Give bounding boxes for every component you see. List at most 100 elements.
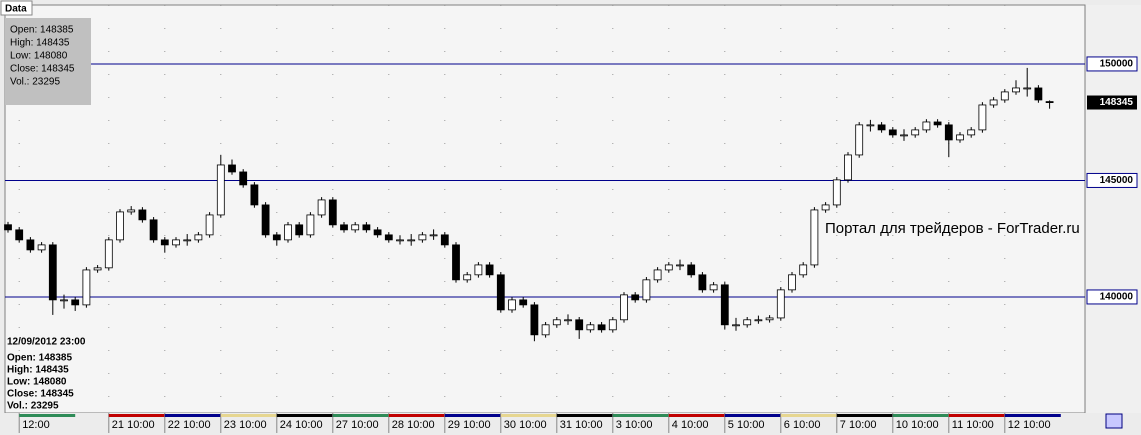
candle-body: [922, 121, 931, 131]
candle-body: [160, 239, 169, 246]
x-tick-label: 6 10:00: [784, 419, 821, 431]
x-tick-label: 5 10:00: [728, 419, 765, 431]
time-strip: [276, 414, 333, 417]
candle-body: [743, 319, 752, 326]
y-tick-label: 140000: [1100, 292, 1134, 303]
bottom-info-line: Vol.: 23295: [7, 401, 59, 412]
candle-body: [754, 319, 763, 322]
candle-body: [463, 274, 472, 281]
candle-body: [508, 299, 516, 311]
candle-body: [900, 134, 908, 137]
candle-body: [732, 324, 740, 327]
candle-body: [239, 171, 248, 186]
x-tick-label: 12:00: [22, 419, 50, 431]
candle-body: [877, 124, 886, 131]
candle-body: [832, 179, 841, 206]
data-tab-label[interactable]: Data: [5, 4, 27, 15]
candle-body: [653, 269, 662, 281]
y-tick-label: 145000: [1100, 175, 1134, 186]
y-tick-box: [1086, 289, 1138, 305]
candle-body: [933, 121, 942, 126]
bottom-info-line: Open: 148385: [7, 353, 72, 364]
candle-body: [608, 319, 617, 331]
candle-body: [586, 324, 595, 331]
candle-body: [116, 211, 124, 241]
y-tick-box: [1086, 172, 1138, 188]
plot-area: [4, 4, 1086, 414]
candle-body: [541, 324, 550, 336]
candle-body: [340, 224, 348, 231]
time-strip: [612, 414, 669, 417]
candle-body: [452, 244, 460, 281]
candle-body: [228, 164, 236, 173]
x-tick-label: 3 10:00: [616, 419, 653, 431]
x-tick-label: 24 10:00: [280, 419, 323, 431]
candle-body: [664, 264, 673, 271]
time-strip: [19, 414, 76, 417]
time-strip: [220, 414, 277, 417]
x-tick-label: 10 10:00: [896, 419, 939, 431]
x-tick-label: 12 10:00: [1008, 419, 1051, 431]
x-tick-label: 27 10:00: [336, 419, 379, 431]
candle-body: [799, 264, 808, 276]
candle-body: [642, 279, 651, 301]
time-strip: [1004, 414, 1061, 417]
candle-body: [1023, 87, 1032, 90]
time-strip: [108, 414, 165, 417]
candle-body: [776, 289, 785, 319]
candle-body: [631, 294, 640, 301]
candle-body: [194, 234, 203, 241]
bottom-info-line: High: 148435: [7, 365, 69, 376]
candle-body: [944, 124, 953, 141]
candle-body: [82, 269, 91, 306]
bottom-info-line: Close: 148345: [7, 389, 74, 400]
candle-body: [396, 239, 404, 242]
candle-body: [216, 164, 225, 216]
time-strip: [556, 414, 613, 417]
candle-body: [575, 319, 584, 331]
candle-body: [4, 224, 12, 231]
candle-body: [676, 264, 684, 267]
time-strip: [388, 414, 445, 417]
bottom-date: 12/09/2012 23:00: [7, 337, 86, 348]
candle-body: [978, 104, 987, 131]
candle-body: [26, 239, 35, 251]
candle-body: [597, 324, 606, 331]
candle-body: [698, 274, 707, 291]
candle-body: [519, 299, 528, 306]
data-tab[interactable]: [0, 0, 33, 16]
candle-body: [60, 299, 68, 302]
candle-body: [261, 204, 270, 236]
time-strip: [780, 414, 837, 417]
candle-body: [810, 209, 819, 266]
candle-body: [295, 224, 304, 236]
candle-body: [407, 239, 416, 242]
axis-button[interactable]: [1105, 413, 1123, 429]
candle-body: [284, 224, 292, 241]
candle-body: [720, 284, 729, 326]
candles: [4, 67, 1054, 342]
time-strip: [668, 414, 725, 417]
candle-body: [967, 129, 976, 136]
x-tick-label: 30 10:00: [504, 419, 547, 431]
candle-body: [687, 264, 696, 276]
x-tick-label: 4 10:00: [672, 419, 709, 431]
candle-body: [172, 239, 180, 246]
candle-body: [552, 319, 561, 326]
last-price: 148345: [1100, 97, 1134, 108]
time-strip: [948, 414, 1005, 417]
candle-body: [373, 229, 382, 236]
candle-body: [1012, 87, 1020, 93]
candle-body: [138, 209, 147, 221]
time-strip: [500, 414, 557, 417]
x-tick-label: 21 10:00: [112, 419, 155, 431]
x-tick-label: 28 10:00: [392, 419, 435, 431]
data-window: [5, 18, 91, 105]
candle-body: [474, 264, 483, 276]
candle-body: [104, 239, 113, 269]
candle-body: [71, 299, 80, 306]
y-tick-label: 150000: [1100, 59, 1134, 70]
candle-body: [620, 294, 628, 321]
